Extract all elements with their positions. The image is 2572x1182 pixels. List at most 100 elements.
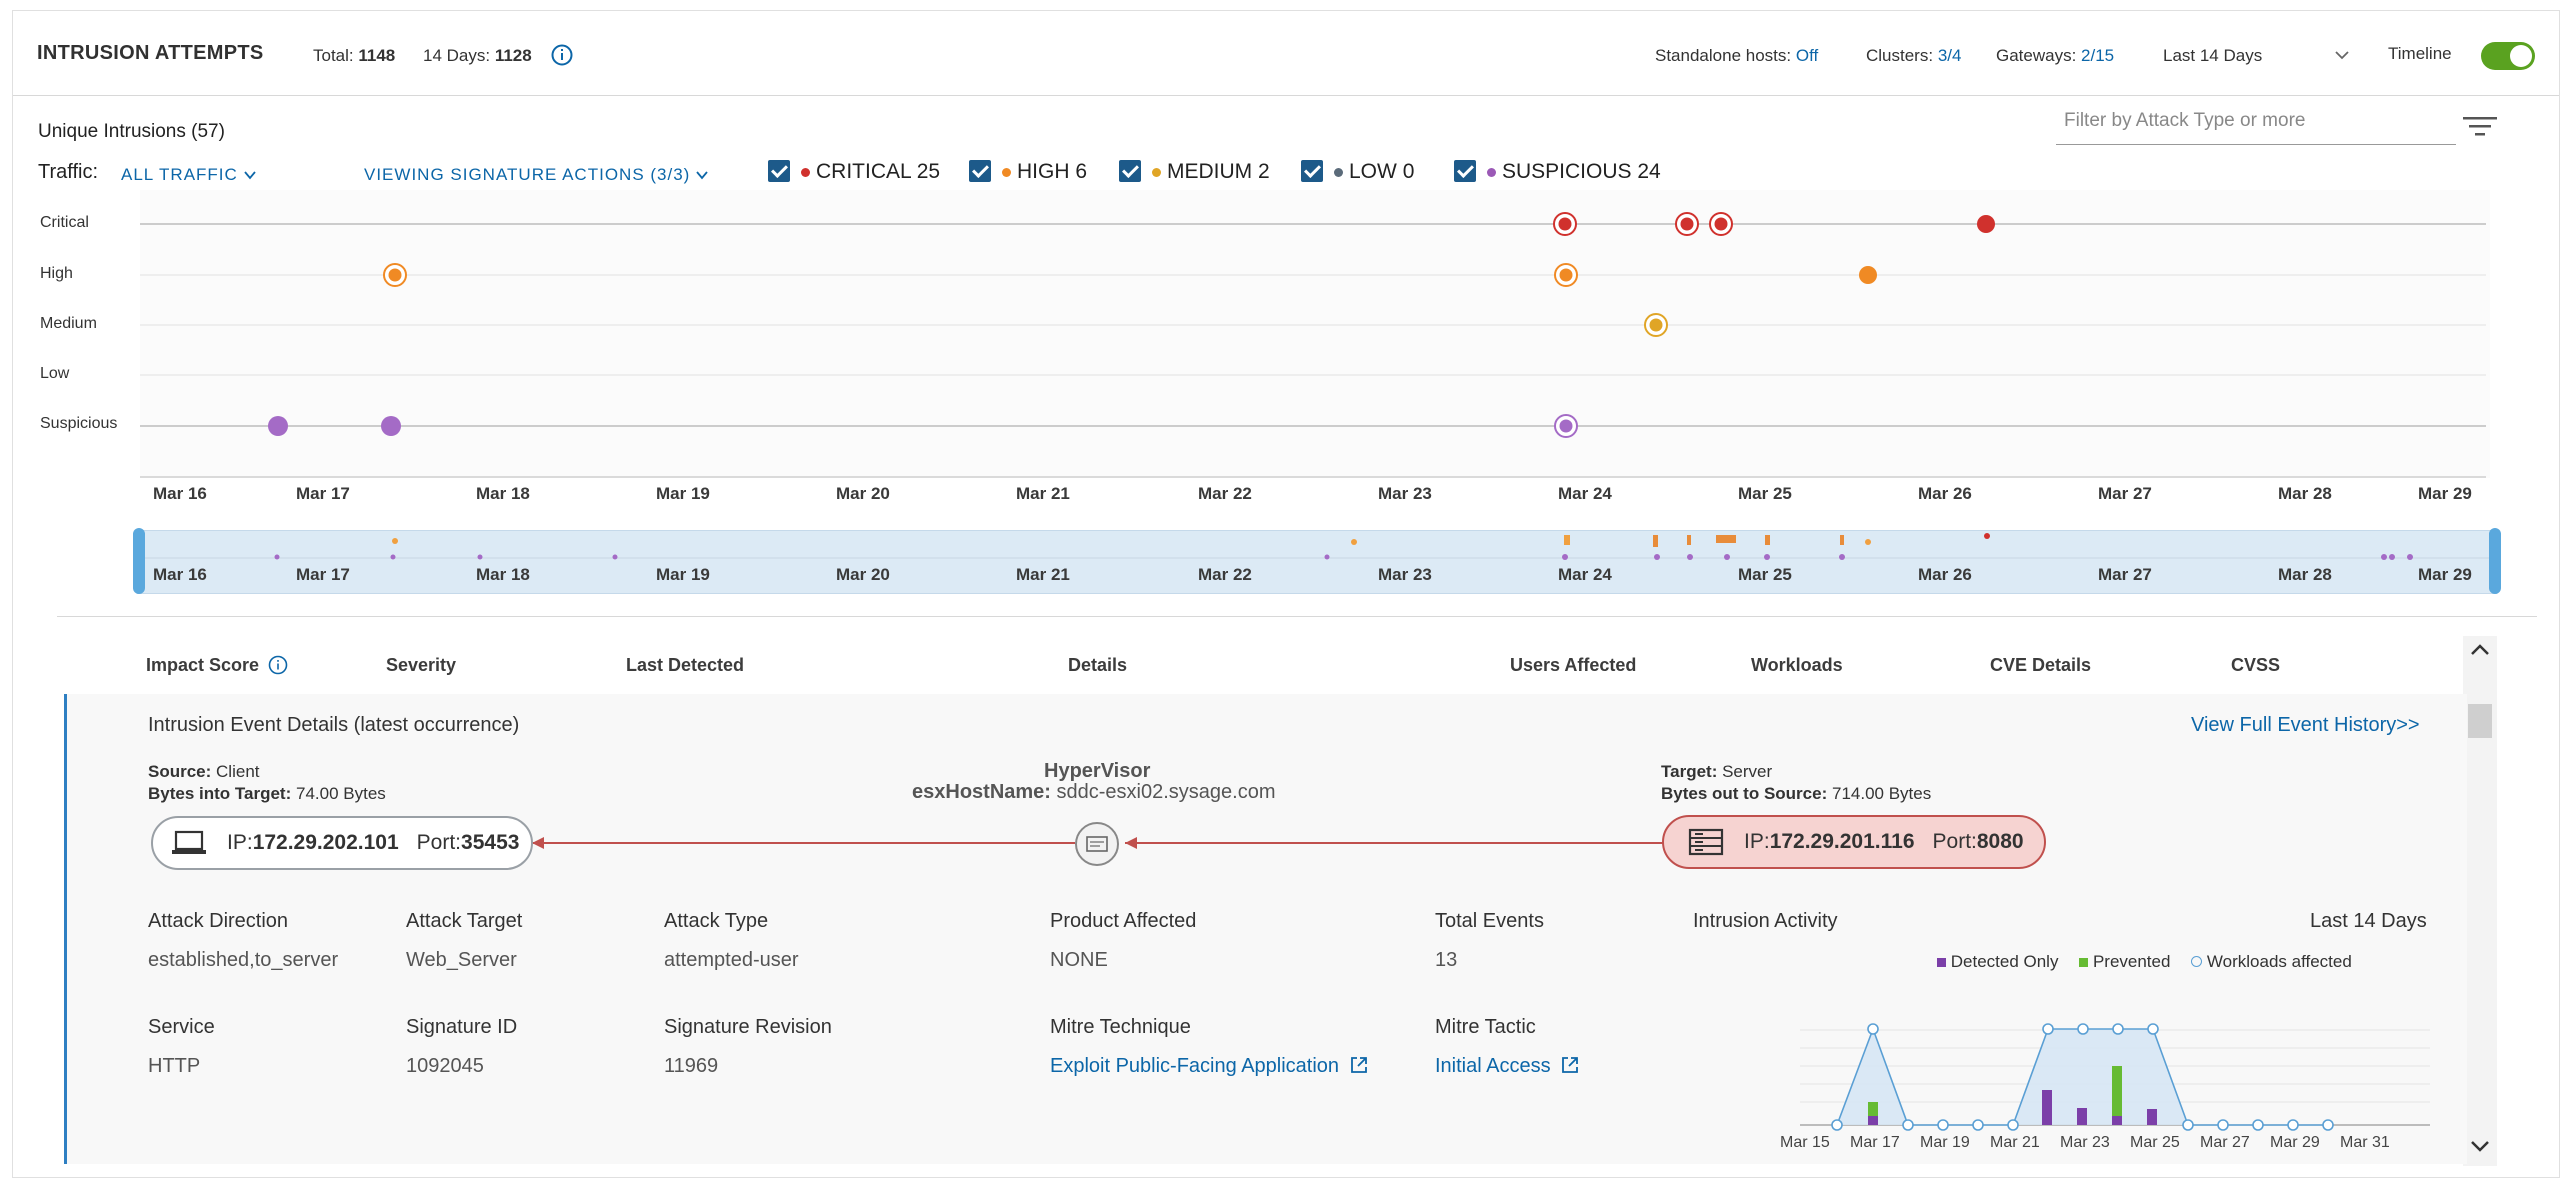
prevented-legend-swatch xyxy=(2079,958,2089,967)
col-cve-details[interactable]: CVE Details xyxy=(1990,655,2092,675)
plot-background xyxy=(140,190,2490,478)
navigator-left-handle[interactable] xyxy=(133,528,145,594)
attack-type-value: attempted-user xyxy=(664,949,799,971)
col-workloads[interactable]: Workloads xyxy=(1751,655,1843,675)
high-checkbox[interactable] xyxy=(969,160,991,182)
activity-legend: Detected Only Prevented Workloads affect… xyxy=(1937,952,2352,972)
traffic-dropdown[interactable]: ALL TRAFFIC xyxy=(121,165,256,185)
detected-legend-swatch xyxy=(1937,958,1946,967)
info-icon[interactable] xyxy=(551,44,573,66)
high-event-marker[interactable] xyxy=(1554,263,1578,287)
target-port: Port:8080 xyxy=(1932,830,2024,853)
col-impact-score[interactable]: Impact Score xyxy=(146,655,288,676)
range-select[interactable]: Last 14 Days xyxy=(2163,46,2353,66)
total-events-label: Total Events xyxy=(1435,910,1544,932)
timeline-toggle[interactable] xyxy=(2481,42,2535,70)
critical-checkbox[interactable] xyxy=(768,160,790,182)
high-event-marker[interactable] xyxy=(1859,266,1877,284)
high-filter-label: HIGH 6 xyxy=(1002,160,1087,184)
medium-checkbox[interactable] xyxy=(1119,160,1141,182)
navigator-date: Mar 21 xyxy=(1016,565,1070,584)
mitre-technique-link[interactable]: Exploit Public-Facing Application xyxy=(1050,1055,1369,1078)
filter-input[interactable]: Filter by Attack Type or more xyxy=(2056,110,2456,145)
scroll-up-icon[interactable] xyxy=(2470,642,2490,658)
unique-intrusions: Unique Intrusions (57) xyxy=(38,121,225,142)
axis-date: Mar 26 xyxy=(1918,484,1972,503)
source-endpoint[interactable]: IP:172.29.202.101 Port:35453 xyxy=(151,816,533,870)
suspicious-event-marker[interactable] xyxy=(381,416,401,436)
critical-event-marker[interactable] xyxy=(1709,212,1733,236)
critical-event-marker[interactable] xyxy=(1553,212,1577,236)
col-severity[interactable]: Severity xyxy=(386,655,457,675)
mitre-tactic-link[interactable]: Initial Access xyxy=(1435,1055,1580,1078)
service-value: HTTP xyxy=(148,1055,201,1077)
low-dot xyxy=(1334,167,1343,177)
bytes-into-target: Bytes into Target: 74.00 Bytes xyxy=(148,784,386,803)
axis-date: Mar 28 xyxy=(2278,484,2332,503)
chevron-down-icon xyxy=(243,171,256,180)
standalone-hosts[interactable]: Standalone hosts: Off xyxy=(1655,46,1819,65)
activity-date: Mar 15 xyxy=(1780,1134,1830,1151)
axis-date: Mar 25 xyxy=(1738,484,1792,503)
navigator-date: Mar 17 xyxy=(296,565,350,584)
hypervisor-label: HyperVisor xyxy=(1044,760,1151,782)
high-event-marker[interactable] xyxy=(383,263,407,287)
col-cvss[interactable]: CVSS xyxy=(2231,655,2281,675)
signature-actions-dropdown[interactable]: VIEWING SIGNATURE ACTIONS (3/3) xyxy=(364,165,708,185)
intrusion-activity-chart xyxy=(1800,1023,2430,1131)
event-details-title: Intrusion Event Details (latest occurren… xyxy=(148,714,520,736)
suspicious-checkbox[interactable] xyxy=(1454,160,1476,182)
source-port: Port:35453 xyxy=(416,831,520,854)
navigator-right-handle[interactable] xyxy=(2489,528,2501,594)
navigator-date: Mar 28 xyxy=(2278,565,2332,584)
navigator-events xyxy=(137,533,2497,560)
activity-date: Mar 19 xyxy=(1920,1134,1970,1151)
info-icon[interactable] xyxy=(268,655,288,675)
source-line: Source: Client xyxy=(148,762,260,781)
product-affected-value: NONE xyxy=(1050,949,1108,971)
activity-date: Mar 23 xyxy=(2060,1134,2110,1151)
signature-id-value: 1092045 xyxy=(406,1055,484,1077)
view-full-history-link[interactable]: View Full Event History>> xyxy=(2191,714,2420,736)
critical-event-marker[interactable] xyxy=(1675,212,1699,236)
navigator-date: Mar 27 xyxy=(2098,565,2152,584)
col-details[interactable]: Details xyxy=(1068,655,1128,675)
lane-high: High xyxy=(40,265,73,282)
navigator-date: Mar 29 xyxy=(2418,565,2472,584)
header-divider xyxy=(13,95,2559,96)
traffic-label: Traffic: xyxy=(38,161,99,183)
gateways-count[interactable]: Gateways: 2/15 xyxy=(1996,46,2115,65)
total-count: Total: 1148 xyxy=(313,46,396,65)
critical-dot xyxy=(801,167,810,177)
critical-event-marker[interactable] xyxy=(1977,215,1995,233)
timeline-plot xyxy=(140,190,2490,478)
col-last-detected[interactable]: Last Detected xyxy=(626,655,745,675)
scrollbar-thumb[interactable] xyxy=(2468,704,2492,738)
external-link-icon xyxy=(1350,1057,1367,1073)
suspicious-event-marker[interactable] xyxy=(268,416,288,436)
target-endpoint[interactable]: IP:172.29.201.116 Port:8080 xyxy=(1662,815,2046,869)
axis-date: Mar 21 xyxy=(1016,484,1070,503)
traffic-flow-arrows xyxy=(532,837,1665,849)
axis-date: Mar 18 xyxy=(476,484,530,503)
high-dot xyxy=(1002,167,1011,177)
navigator-date: Mar 24 xyxy=(1558,565,1612,584)
activity-date: Mar 17 xyxy=(1850,1134,1900,1151)
clusters-count[interactable]: Clusters: 3/4 xyxy=(1866,46,1962,65)
total-events-value: 13 xyxy=(1435,949,1458,971)
attack-direction-value: established,to_server xyxy=(148,949,339,971)
low-checkbox[interactable] xyxy=(1301,160,1323,182)
axis-date: Mar 24 xyxy=(1558,484,1612,503)
col-users-affected[interactable]: Users Affected xyxy=(1510,655,1637,675)
filter-icon[interactable] xyxy=(2463,115,2497,137)
navigator-date: Mar 26 xyxy=(1918,565,1972,584)
scroll-down-icon[interactable] xyxy=(2470,1138,2490,1154)
section-divider xyxy=(57,616,2537,617)
range-navigator[interactable] xyxy=(137,530,2497,594)
medium-event-marker[interactable] xyxy=(1644,313,1668,337)
activity-date: Mar 27 xyxy=(2200,1134,2250,1151)
axis-date: Mar 29 xyxy=(2418,484,2472,503)
activity-date: Mar 31 xyxy=(2340,1134,2390,1151)
suspicious-event-marker[interactable] xyxy=(1554,414,1578,438)
axis-date: Mar 16 xyxy=(153,484,207,503)
